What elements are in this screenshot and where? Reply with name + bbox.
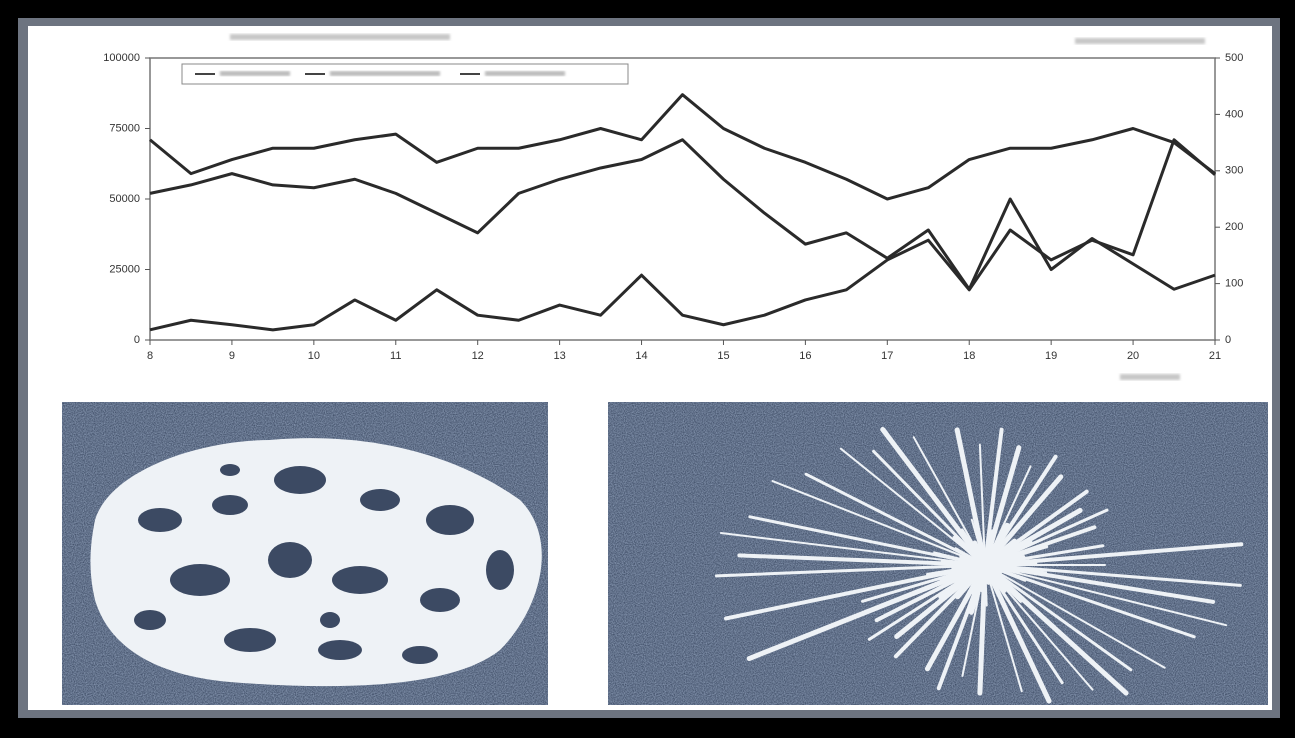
x-tick-label: 21 (1209, 350, 1221, 362)
needle (968, 445, 1022, 615)
y2-tick-label: 300 (1225, 165, 1243, 177)
needle (970, 518, 1023, 693)
needle (960, 528, 1064, 685)
needle (955, 474, 1064, 600)
y-tick-label: 75000 (109, 122, 140, 134)
needle (959, 555, 1196, 639)
x-tick-label: 19 (1045, 350, 1057, 362)
blurred-y2-label (1075, 38, 1205, 44)
x-tick-label: 12 (472, 350, 484, 362)
y2-tick-label: 200 (1225, 221, 1243, 233)
x-tick-label: 9 (229, 350, 235, 362)
pores (134, 464, 514, 664)
needle (975, 557, 1133, 672)
y-tick-label: 25000 (109, 263, 140, 275)
needle (967, 560, 1215, 604)
micrograph-needles (608, 402, 1268, 705)
x-tick-label: 18 (963, 350, 975, 362)
particle (90, 438, 542, 687)
blurred-title (230, 34, 450, 40)
x-tick-label: 13 (553, 350, 565, 362)
x-tick-label: 10 (308, 350, 320, 362)
y-tick-label: 50000 (109, 193, 140, 205)
series-line (149, 138, 1216, 332)
x-tick-label: 17 (881, 350, 893, 362)
y2-tick-label: 100 (1225, 278, 1243, 290)
legend-blur (330, 71, 440, 76)
needle (924, 522, 1010, 672)
x-tick-label: 16 (799, 350, 811, 362)
x-tick-label: 8 (147, 350, 153, 362)
y-tick-label: 0 (134, 334, 140, 346)
needles (714, 426, 1244, 704)
y2-tick-label: 0 (1225, 334, 1231, 346)
plot: 0 25000 50000 75000 100000 0 100 200 300 400 500 8 9… (103, 52, 1243, 362)
series-line (149, 93, 1216, 201)
series-line (149, 138, 1216, 291)
needle (971, 465, 1032, 594)
needle (804, 472, 1002, 575)
micrograph-porous (62, 402, 548, 705)
y2-tick-label: 400 (1225, 108, 1243, 120)
x-tick-label: 15 (717, 350, 729, 362)
x-tick-label: 11 (390, 350, 401, 362)
needle (961, 529, 994, 677)
blurred-x-label (1120, 374, 1180, 380)
y2-tick-label: 500 (1225, 52, 1243, 64)
legend-blur (220, 71, 290, 76)
x-tick-label: 20 (1127, 350, 1139, 362)
x-tick-label: 14 (635, 350, 647, 362)
needle (978, 443, 988, 607)
legend (181, 63, 629, 85)
y-tick-label: 100000 (103, 52, 140, 64)
needle (872, 449, 1023, 603)
needle (746, 552, 1013, 662)
needle (737, 553, 1011, 568)
legend-blur (485, 71, 565, 76)
